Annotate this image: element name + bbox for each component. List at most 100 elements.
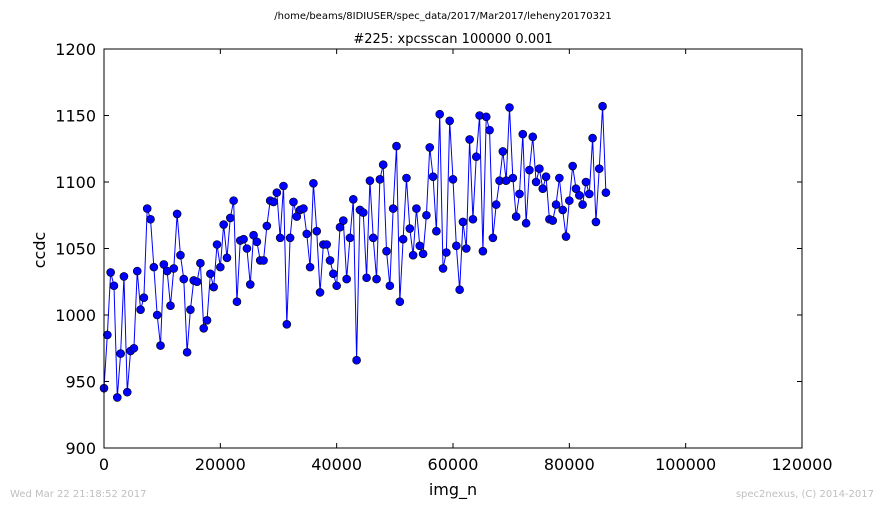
data-point: [352, 355, 361, 365]
data-point: [458, 217, 468, 227]
x-tick-label: 120000: [771, 455, 832, 474]
data-point: [202, 316, 212, 325]
data-point: [594, 164, 604, 173]
data-point: [149, 262, 159, 272]
data-point: [525, 165, 534, 175]
data-point: [415, 241, 425, 251]
data-point: [285, 233, 295, 243]
data-point: [435, 109, 445, 119]
data-point: [186, 305, 195, 314]
data-point: [226, 213, 235, 223]
data-point: [179, 274, 189, 284]
data-point: [139, 293, 149, 303]
data-point: [448, 175, 458, 184]
data-point: [565, 196, 574, 205]
data-point: [329, 269, 338, 279]
data-point: [216, 262, 225, 272]
data-point: [116, 349, 125, 358]
data-point: [146, 214, 155, 224]
data-point: [279, 181, 288, 191]
data-point: [598, 101, 607, 111]
data-point: [325, 256, 335, 265]
data-point: [488, 233, 498, 243]
data-point: [169, 264, 179, 273]
data-point: [395, 297, 405, 307]
y-tick-label: 1150: [55, 107, 96, 126]
data-point: [412, 204, 421, 213]
data-point: [541, 172, 551, 181]
data-point: [245, 280, 255, 289]
data-point: [422, 210, 431, 220]
data-point: [442, 248, 451, 257]
data-point: [252, 237, 262, 247]
data-point: [392, 141, 401, 151]
data-point: [555, 173, 564, 183]
data-point: [491, 200, 501, 209]
footer-timestamp: Wed Mar 22 21:18:52 2017: [10, 489, 146, 500]
data-point: [601, 188, 611, 197]
data-point: [212, 240, 222, 249]
x-tick-label: 100000: [655, 455, 716, 474]
data-point: [269, 197, 278, 207]
data-point: [408, 250, 418, 260]
data-point: [229, 196, 238, 205]
data-point: [362, 273, 371, 283]
data-point: [471, 152, 481, 162]
data-point: [129, 343, 139, 353]
data-point: [581, 177, 591, 187]
data-point: [481, 112, 491, 122]
x-tick-label: 40000: [311, 455, 362, 474]
data-point: [282, 320, 292, 329]
data-point: [465, 135, 474, 144]
data-point: [262, 221, 272, 231]
data-point: [142, 204, 152, 213]
data-point: [199, 323, 209, 333]
data-point: [299, 204, 308, 213]
data-point: [538, 184, 548, 193]
data-point: [172, 209, 182, 219]
data-point: [505, 103, 514, 112]
data-point: [122, 387, 132, 397]
data-point: [452, 241, 461, 251]
data-point: [103, 330, 112, 340]
x-tick-label: 20000: [195, 455, 246, 474]
x-tick-label: 60000: [428, 455, 479, 474]
data-point: [588, 133, 597, 143]
series-line: [103, 106, 607, 398]
data-point: [508, 173, 518, 183]
data-point: [498, 147, 508, 156]
data-point: [332, 281, 341, 291]
data-point: [521, 218, 531, 228]
data-point: [358, 208, 368, 217]
data-point: [339, 216, 348, 225]
data-point: [196, 258, 205, 268]
data-point: [578, 200, 587, 209]
y-tick-label: 1200: [55, 40, 96, 59]
data-point: [568, 161, 577, 171]
data-point: [551, 200, 561, 209]
data-point: [528, 132, 538, 142]
data-point: [478, 246, 488, 256]
file-path-caption: /home/beams/8IDIUSER/spec_data/2017/Mar2…: [274, 11, 611, 22]
data-point: [222, 253, 232, 263]
data-point: [345, 233, 355, 243]
data-point: [136, 305, 145, 314]
data-point: [561, 232, 571, 241]
data-point: [535, 164, 544, 173]
data-point: [239, 234, 248, 244]
data-point: [518, 129, 528, 139]
data-point: [152, 310, 162, 320]
plot-frame: [103, 48, 803, 449]
data-point: [365, 176, 375, 185]
data-point: [485, 125, 494, 135]
y-tick-label: 1100: [55, 173, 96, 192]
data-point: [591, 217, 601, 227]
data-point: [192, 277, 202, 287]
data-point: [109, 281, 119, 291]
chart-title: #225: xpcsscan 100000 0.001: [353, 32, 552, 47]
data-point: [315, 288, 325, 297]
axes: 0 20000 40000 60000 80000 100000 120000 900 950 1…: [55, 40, 832, 474]
data-point: [402, 173, 411, 183]
y-axis-label: ccdc: [30, 232, 49, 269]
